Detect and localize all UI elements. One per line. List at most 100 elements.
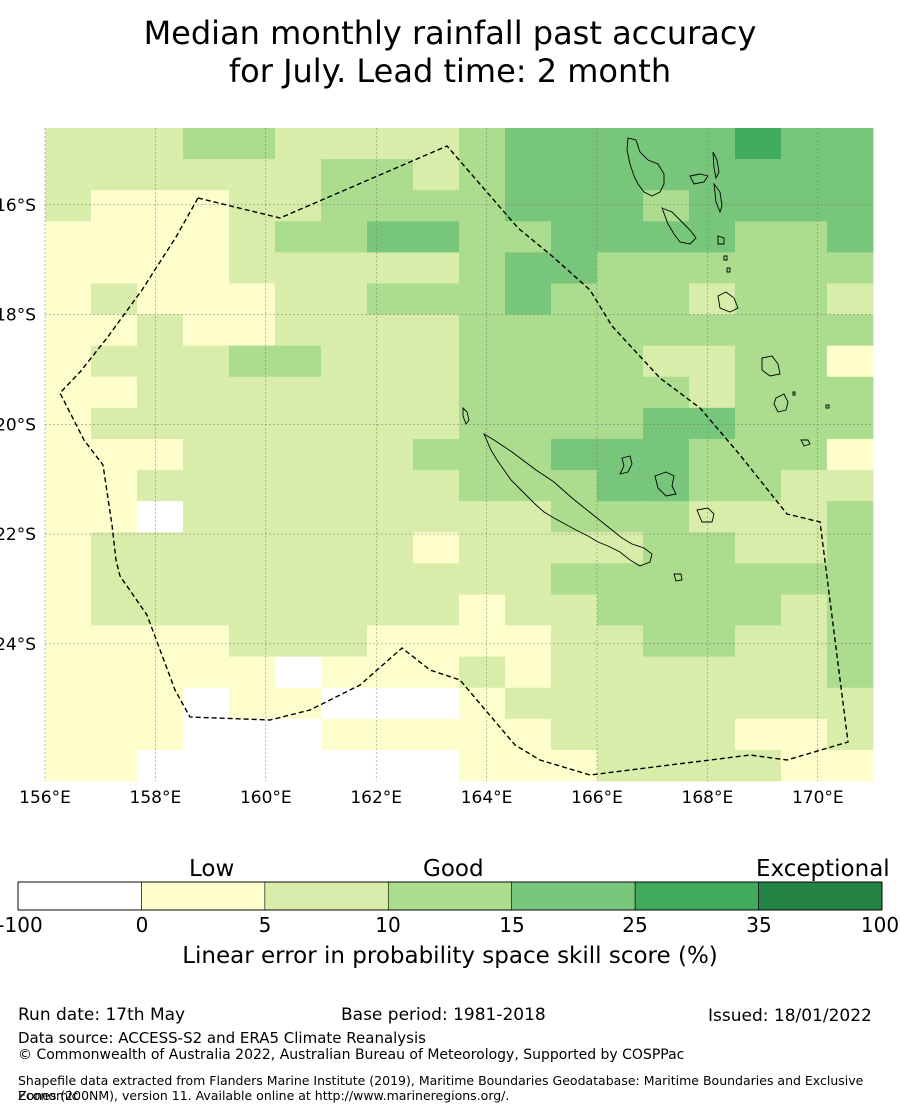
- skill-cell: [91, 221, 138, 253]
- skill-cell: [413, 563, 460, 595]
- skill-cell: [275, 687, 322, 720]
- skill-cell: [827, 501, 874, 533]
- skill-cell: [275, 190, 322, 222]
- skill-cell: [137, 190, 184, 222]
- skill-cell: [689, 314, 736, 347]
- skill-cell: [91, 128, 138, 160]
- skill-cell: [735, 718, 782, 751]
- skill-cell: [91, 159, 138, 191]
- skill-cell: [183, 314, 230, 347]
- skill-cell: [781, 656, 828, 689]
- skill-cell: [689, 470, 736, 502]
- colorbar-tick-minus100: -100: [0, 913, 43, 937]
- skill-cell: [45, 252, 92, 284]
- skill-cell: [551, 656, 598, 689]
- skill-cell: [827, 656, 874, 689]
- skill-cell: [689, 221, 736, 253]
- skill-cell: [321, 470, 368, 502]
- skill-cell: [505, 532, 552, 564]
- skill-cell: [827, 221, 874, 253]
- skill-cell: [321, 656, 368, 689]
- skill-cell: [321, 128, 368, 160]
- skill-cell: [735, 501, 782, 533]
- skill-cell: [781, 470, 828, 502]
- skill-cell: [183, 345, 230, 378]
- skill-cell: [229, 594, 276, 626]
- skill-cell: [137, 252, 184, 284]
- skill-cell: [643, 376, 690, 409]
- skill-cell: [367, 438, 414, 471]
- skill-cell: [321, 221, 368, 253]
- skill-cell: [643, 718, 690, 751]
- skill-cell: [413, 687, 460, 720]
- skill-cell: [643, 501, 690, 533]
- colorbar-tick-35: 35: [746, 913, 772, 937]
- skill-cell: [735, 594, 782, 626]
- skill-cell: [413, 625, 460, 658]
- issued-date: Issued: 18/01/2022: [708, 1006, 872, 1026]
- maewo-coastline: [712, 151, 720, 180]
- skill-cell: [229, 345, 276, 378]
- skill-cell: [321, 159, 368, 191]
- skill-cell: [827, 563, 874, 595]
- skill-cell: [827, 376, 874, 409]
- skill-cell: [459, 470, 506, 502]
- skill-cell: [597, 345, 644, 378]
- skill-cell: [551, 687, 598, 720]
- skill-cell: [367, 128, 414, 160]
- skill-cell: [689, 283, 736, 315]
- skill-cell: [551, 501, 598, 533]
- skill-cell: [505, 625, 552, 658]
- skill-cell: [827, 470, 874, 502]
- skill-cell: [459, 532, 506, 564]
- skill-cell: [781, 532, 828, 564]
- skill-cell: [505, 687, 552, 720]
- skill-cell: [735, 625, 782, 658]
- skill-cell: [321, 190, 368, 222]
- skill-cell: [183, 532, 230, 564]
- skill-cell: [45, 221, 92, 253]
- skill-cell: [91, 687, 138, 720]
- skill-cell: [827, 128, 874, 160]
- skill-cell: [735, 438, 782, 471]
- longitude-tick-label: 162°E: [350, 788, 402, 808]
- skill-cell: [597, 376, 644, 409]
- longitude-tick-label: 170°E: [792, 788, 844, 808]
- latitude-tick-label: 22°S: [0, 525, 36, 545]
- skill-cell: [91, 501, 138, 533]
- skill-cell: [459, 314, 506, 347]
- skill-cell: [229, 159, 276, 191]
- skill-cell: [137, 407, 184, 440]
- latitude-ticks: 16°S 18°S 20°S 22°S 24°S: [0, 196, 36, 655]
- skill-cell: [321, 314, 368, 347]
- espiritu-santo-coastline: [626, 137, 665, 197]
- skill-cell: [183, 501, 230, 533]
- skill-cell: [597, 749, 644, 782]
- skill-cell: [321, 252, 368, 284]
- colorbar-swatch: [387, 881, 513, 911]
- skill-cell: [137, 438, 184, 471]
- skill-cell: [91, 314, 138, 347]
- skill-cell: [229, 376, 276, 409]
- skill-cell: [367, 190, 414, 222]
- skill-cell: [781, 687, 828, 720]
- skill-cell: [321, 376, 368, 409]
- skill-cell: [827, 159, 874, 191]
- skill-cell: [781, 376, 828, 409]
- skill-cell: [137, 128, 184, 160]
- small-island-2: [726, 267, 731, 273]
- skill-cell: [367, 470, 414, 502]
- skill-cell: [367, 532, 414, 564]
- skill-cell: [551, 345, 598, 378]
- skill-cell: [597, 470, 644, 502]
- skill-cell: [275, 532, 322, 564]
- map-title-line-2: for July. Lead time: 2 month: [228, 52, 672, 90]
- skill-cell: [459, 252, 506, 284]
- skill-cell: [781, 594, 828, 626]
- colorbar-swatch: [634, 881, 759, 911]
- skill-cell: [137, 283, 184, 315]
- skill-cell: [505, 563, 552, 595]
- skill-cell: [137, 687, 184, 720]
- skill-cell: [781, 190, 828, 222]
- small-island-3: [792, 391, 796, 396]
